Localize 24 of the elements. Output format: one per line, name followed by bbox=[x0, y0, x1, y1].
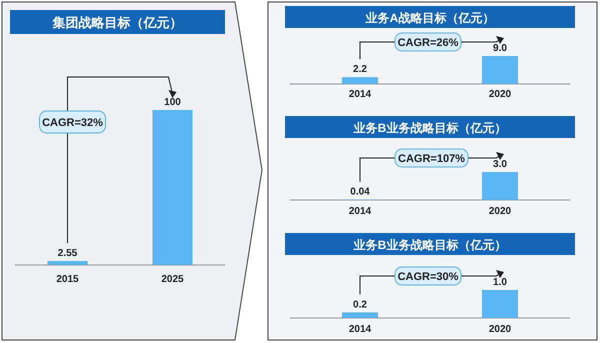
x-tick-label: 2020 bbox=[488, 206, 512, 217]
data-label: 9.0 bbox=[493, 43, 508, 54]
x-tick-label: 2020 bbox=[488, 324, 512, 335]
text: CAGR=107% bbox=[398, 153, 466, 165]
x-tick-label: 2014 bbox=[348, 89, 372, 100]
chart-title: 业务B业务战略目标（亿元） bbox=[352, 238, 506, 252]
data-label: 1.0 bbox=[493, 277, 508, 288]
text: CAGR=30% bbox=[398, 271, 459, 283]
chart-title: 集团战略目标（亿元） bbox=[52, 15, 182, 30]
x-tick-label: 2014 bbox=[348, 206, 372, 217]
data-label: 2.2 bbox=[353, 64, 368, 76]
data-label: 2.55 bbox=[58, 248, 78, 260]
data-label: 0.04 bbox=[350, 186, 370, 198]
chart-title: 业务A战略目标（亿元） bbox=[364, 11, 494, 25]
chart-title: 业务B业务战略目标（亿元） bbox=[352, 121, 506, 135]
x-tick-label: 2025 bbox=[161, 274, 184, 285]
text: CAGR=26% bbox=[398, 37, 459, 49]
x-tick-label: 2020 bbox=[488, 89, 512, 100]
data-label: 100 bbox=[164, 97, 182, 108]
x-tick-label: 2015 bbox=[56, 274, 80, 285]
x-tick-label: 2014 bbox=[348, 324, 372, 335]
data-label: 0.2 bbox=[353, 299, 368, 310]
annotation: CAGR=32% bbox=[42, 117, 104, 129]
data-label: 3.0 bbox=[493, 159, 508, 170]
